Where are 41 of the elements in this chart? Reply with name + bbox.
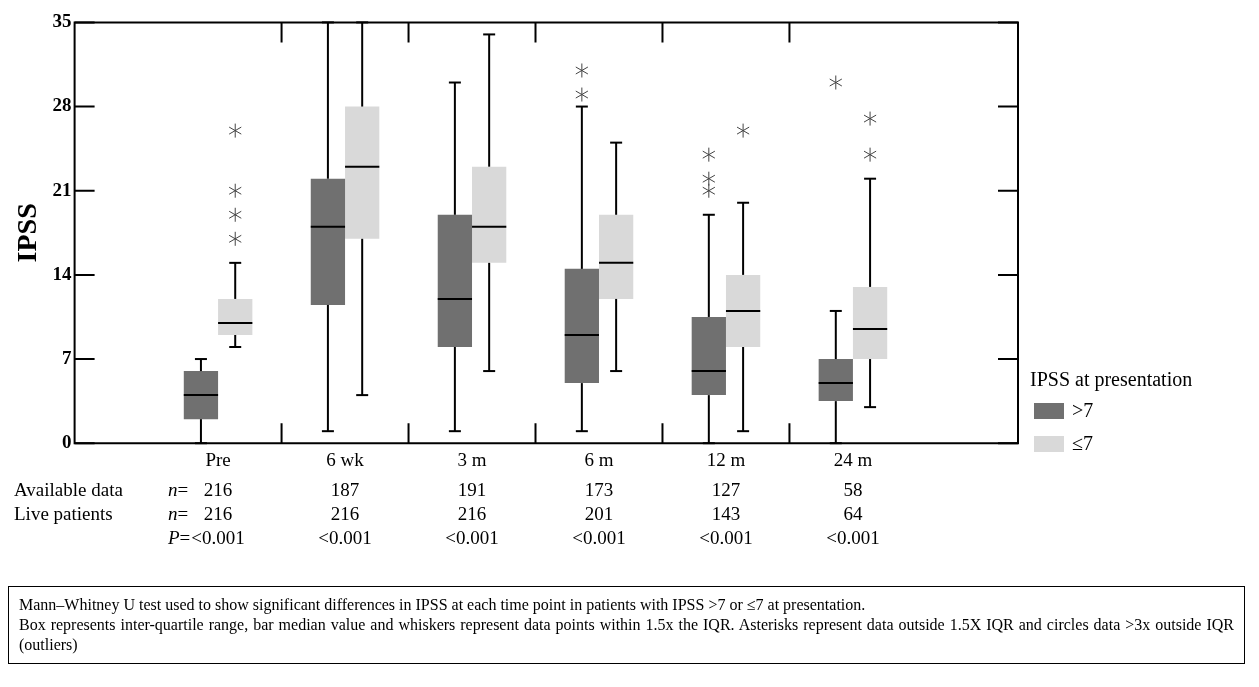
text: 143 <box>711 503 741 525</box>
text: <0.001 <box>191 527 245 549</box>
y-tick-label: 0 <box>62 431 72 453</box>
text: P= <box>167 527 191 549</box>
text: 216 <box>203 479 233 501</box>
text: 191 <box>457 479 487 501</box>
text: Available data <box>14 479 124 501</box>
text: <0.001 <box>699 527 753 549</box>
text: 127 <box>711 479 741 501</box>
text: Live patients <box>14 503 113 525</box>
text: <0.001 <box>572 527 626 549</box>
text: Box represents inter-quartile range, bar median value and whiskers represent data points within 1.5x the IQR. Asterisks represent data outside 1.5X IQR and circles data >3x outside IQR (outliers) <box>19 615 1234 655</box>
y-tick-label: 21 <box>52 178 72 200</box>
text: 201 <box>584 503 614 525</box>
x-tick-label: Pre <box>205 448 231 470</box>
text: 173 <box>584 479 614 501</box>
x-tick-label: 12 m <box>706 448 746 470</box>
x-tick-label: 6 m <box>584 448 614 470</box>
text: 58 <box>843 479 863 501</box>
text: 64 <box>843 503 863 525</box>
text: 187 <box>330 479 360 501</box>
x-tick-label: 6 wk <box>326 448 365 470</box>
text: Mann–Whitney U test used to show significant differences in IPSS at each time point in patients with IPSS >7 or ≤7 at presentation. <box>19 595 867 615</box>
text: n= <box>168 479 189 501</box>
text: 216 <box>330 503 360 525</box>
text: n= <box>168 503 189 525</box>
y-tick-label: 28 <box>52 94 72 116</box>
text: 216 <box>457 503 487 525</box>
text: 216 <box>203 503 233 525</box>
text: <0.001 <box>318 527 372 549</box>
legend-label: ≤7 <box>1072 432 1093 455</box>
legend-title: IPSS at presentation <box>1030 368 1193 391</box>
text: <0.001 <box>445 527 499 549</box>
x-tick-label: 3 m <box>457 448 487 470</box>
y-tick-label: 14 <box>52 262 73 284</box>
y-tick-label: 35 <box>52 10 72 32</box>
text: <0.001 <box>826 527 880 549</box>
x-tick-label: 24 m <box>833 448 873 470</box>
legend-label: >7 <box>1072 399 1094 422</box>
y-axis-title: IPSS <box>11 203 43 263</box>
y-tick-label: 7 <box>62 346 73 368</box>
